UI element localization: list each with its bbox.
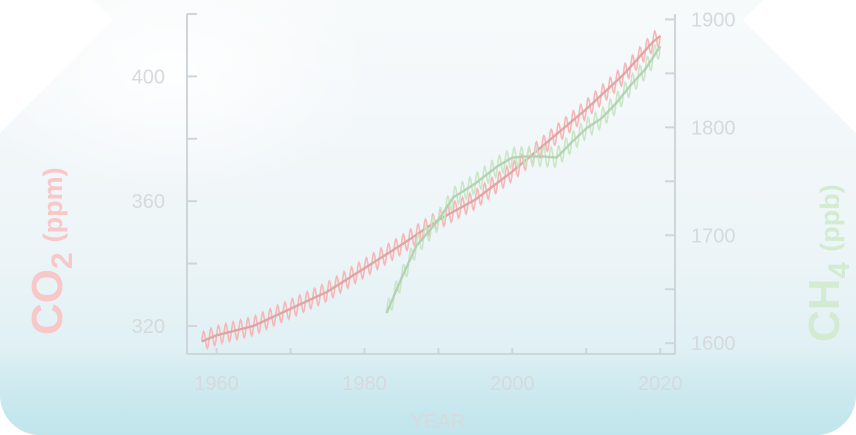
right-tick-label: 1800: [691, 117, 736, 139]
x-tick-label: 1980: [342, 373, 387, 395]
x-tick-label: 2000: [490, 373, 535, 395]
x-axis-label: YEAR: [411, 411, 465, 433]
x-tick-label: 1960: [194, 373, 239, 395]
left-axis-label: CO2 (ppm): [23, 167, 79, 335]
left-tick-label: 400: [132, 66, 165, 88]
right-tick-label: 1600: [691, 333, 736, 355]
left-tick-label: 360: [132, 191, 165, 213]
ch4-trend-line: [385, 45, 662, 314]
right-axis-label-main: CH: [800, 278, 849, 342]
right-tick-label: 1700: [691, 225, 736, 247]
right-axis-label: CH4 (ppb): [800, 184, 856, 342]
right-axis-label-sub: 4: [823, 261, 856, 278]
left-axis-label-main: CO: [23, 269, 72, 335]
right-axis-label-unit: (ppb): [815, 184, 845, 251]
axis-layer: 1960 1980 2000 2020 320 360 400 1600 1700 1800 190…: [132, 9, 736, 395]
left-axis-label-unit: (ppm): [38, 167, 68, 242]
co2-monthly-line: [201, 29, 661, 351]
right-tick-label: 1900: [691, 9, 736, 31]
co2-trend-line: [201, 34, 662, 343]
svg-text:CO2(ppm): CO2 (ppm): [23, 167, 79, 335]
left-axis-label-sub: 2: [46, 252, 79, 269]
x-tick-label: 2020: [638, 373, 683, 395]
series-layer: [201, 29, 662, 351]
svg-text:CH4(ppb): CH4 (ppb): [800, 184, 856, 342]
left-tick-label: 320: [132, 316, 165, 338]
ch4-monthly-line: [385, 44, 661, 314]
